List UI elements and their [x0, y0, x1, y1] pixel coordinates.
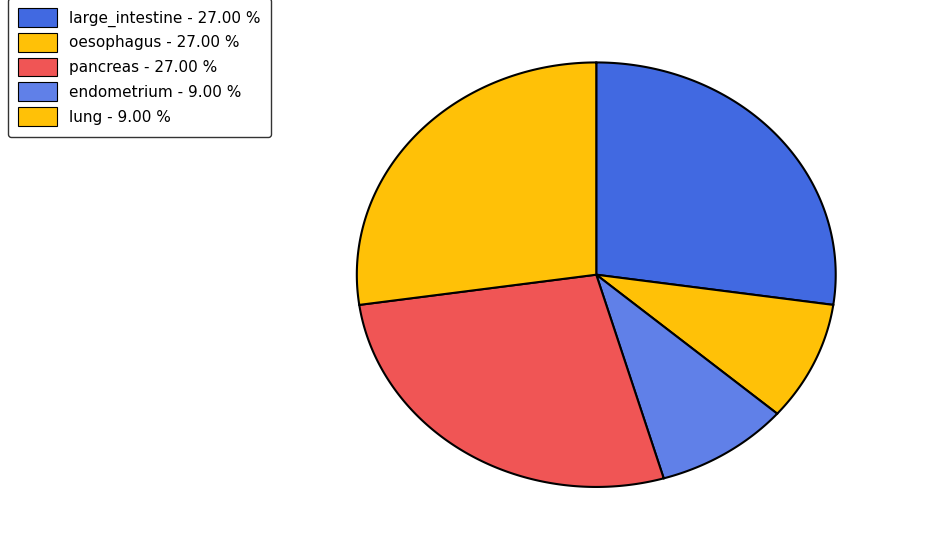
Polygon shape — [596, 275, 833, 414]
Polygon shape — [360, 275, 664, 487]
Legend: large_intestine - 27.00 %, oesophagus - 27.00 %, pancreas - 27.00 %, endometrium: large_intestine - 27.00 %, oesophagus - … — [8, 0, 271, 137]
Polygon shape — [357, 62, 596, 305]
Polygon shape — [596, 62, 836, 305]
Polygon shape — [596, 275, 777, 478]
